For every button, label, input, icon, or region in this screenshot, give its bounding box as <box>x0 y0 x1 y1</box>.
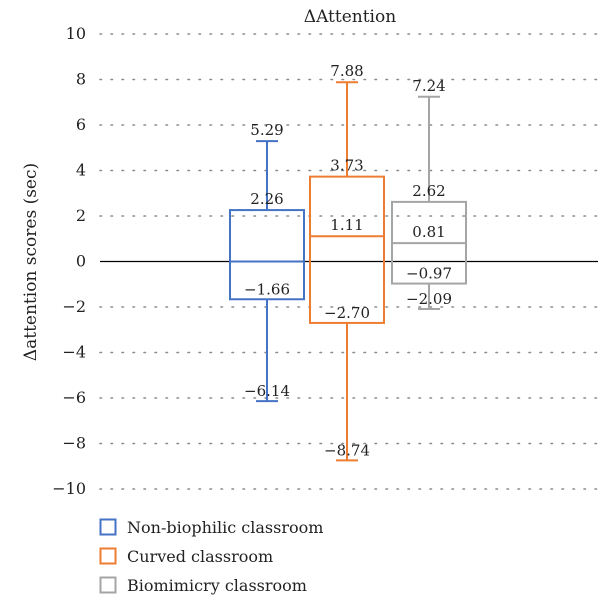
q3-label: 3.73 <box>330 157 363 175</box>
y-tick-label: −10 <box>52 479 86 498</box>
q1-label: −2.70 <box>324 304 370 322</box>
q3-label: 2.62 <box>412 182 445 200</box>
legend: Non-biophilic classroom Curved classroom B… <box>99 518 323 595</box>
y-tick-label: −4 <box>62 343 86 362</box>
y-tick-label: −2 <box>62 297 86 316</box>
y-tick-label: −6 <box>62 388 86 407</box>
legend-label: Non-biophilic classroom <box>127 518 323 537</box>
box-3: 7.24 2.62 0.81 −0.97 −2.09 <box>391 77 467 311</box>
min-label: −8.74 <box>324 441 370 459</box>
gridlines <box>99 33 599 490</box>
chart-title: ΔAttention <box>304 7 396 27</box>
legend-label: Curved classroom <box>127 547 273 566</box>
q1-label: −0.97 <box>406 265 452 283</box>
y-tick-label: 8 <box>76 70 86 89</box>
max-label: 7.88 <box>330 62 363 80</box>
y-axis-label: Δattention scores (sec) <box>21 163 41 361</box>
y-tick-label: 10 <box>66 24 86 43</box>
box-series: 5.29 2.26 −1.66 −6.14 7.88 3.73 1.11 −2.70 −8.74… <box>229 62 467 462</box>
box-1: 5.29 2.26 −1.66 −6.14 <box>229 121 305 403</box>
y-tick-label: 4 <box>76 161 86 180</box>
min-label: −2.09 <box>406 290 452 308</box>
legend-label: Biomimicry classroom <box>127 576 307 595</box>
box-2: 7.88 3.73 1.11 −2.70 −8.74 <box>309 62 385 462</box>
y-tick-label: 6 <box>76 115 86 134</box>
q3-label: 2.26 <box>250 190 283 208</box>
y-tick-label: −8 <box>62 434 86 453</box>
median-label: 1.11 <box>330 216 363 234</box>
max-label: 7.24 <box>412 77 445 95</box>
median-label: 0.81 <box>412 223 445 241</box>
min-label: −6.14 <box>244 382 290 400</box>
legend-swatch <box>99 547 117 565</box>
iqr-box <box>229 209 305 301</box>
legend-swatch <box>99 518 117 536</box>
iqr-box <box>309 175 385 324</box>
y-tick-label: 0 <box>76 252 86 271</box>
max-label: 5.29 <box>250 121 283 139</box>
legend-swatch <box>99 576 117 594</box>
q1-label: −1.66 <box>244 280 290 298</box>
y-tick-label: 2 <box>76 206 86 225</box>
y-axis-ticks: −10 −8 −6 −4 −2 0 2 4 6 8 10 <box>52 24 86 498</box>
